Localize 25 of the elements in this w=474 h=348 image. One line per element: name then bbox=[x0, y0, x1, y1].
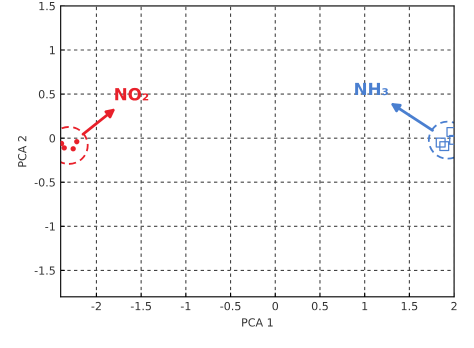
x-tick-label: -1 bbox=[180, 302, 190, 310]
x-tick-label: 1 bbox=[362, 302, 368, 310]
point bbox=[70, 146, 76, 152]
text: NH₃ bbox=[355, 82, 388, 96]
point bbox=[74, 139, 80, 144]
x-tick-label: 0.5 bbox=[312, 302, 328, 310]
text: NO₂ bbox=[115, 88, 148, 101]
y-tick-label: 1.5 bbox=[39, 2, 55, 10]
x-tick-label: 1.5 bbox=[402, 302, 418, 310]
y-tick-label: 0.5 bbox=[38, 90, 55, 98]
x-tick-label: 2 bbox=[451, 302, 457, 310]
x-tick-label: 0 bbox=[272, 302, 278, 310]
x-tick-label: -1.5 bbox=[130, 302, 152, 310]
point bbox=[62, 145, 67, 151]
y-tick-label: -0.5 bbox=[34, 178, 55, 187]
y-tick-label: 0 bbox=[49, 134, 56, 143]
point bbox=[446, 126, 454, 137]
x-axis-title: PCA 1 bbox=[242, 318, 273, 327]
x-tick-label: -2 bbox=[91, 302, 101, 310]
y-tick-label: -1.5 bbox=[34, 266, 55, 275]
y-tick-label: -1 bbox=[45, 222, 55, 231]
point bbox=[439, 141, 450, 152]
y-axis-title: PCA 2 bbox=[18, 136, 26, 167]
y-tick-label: 1 bbox=[50, 46, 55, 54]
x-tick-label: -0.5 bbox=[220, 302, 240, 310]
